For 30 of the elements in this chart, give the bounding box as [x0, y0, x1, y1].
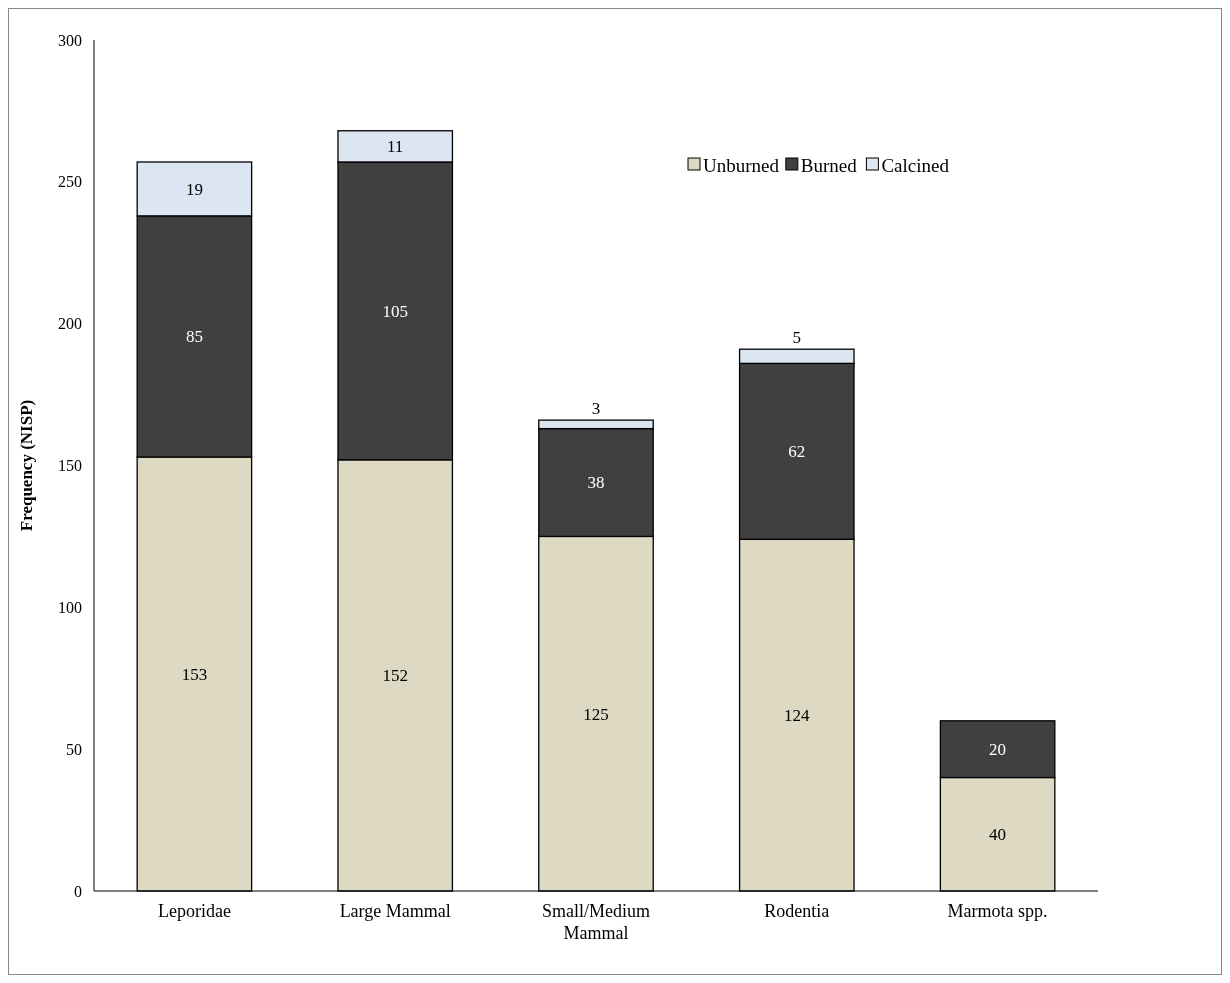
x-tick-label: Small/Medium Mammal	[542, 901, 650, 943]
data-label: 11	[387, 137, 404, 157]
legend-label: Unburned	[703, 154, 780, 176]
x-tick-label: Rodentia	[764, 901, 830, 921]
x-tick-label: Marmota spp.	[947, 901, 1048, 921]
legend-label: Calcined	[881, 154, 950, 176]
data-label: 105	[382, 301, 408, 321]
y-axis-title: Frequency (NISP)	[17, 399, 36, 532]
y-tick-label: 250	[58, 173, 82, 191]
data-label: 3	[591, 399, 601, 419]
y-tick-label: 50	[66, 740, 82, 758]
data-label: 5	[792, 328, 802, 348]
legend-label: Burned	[800, 154, 858, 176]
data-label: 125	[583, 704, 609, 724]
y-tick-label: 100	[58, 598, 82, 616]
data-label: 85	[185, 327, 203, 347]
data-label: 153	[181, 664, 208, 684]
x-tick-label: Large Mammal	[339, 901, 451, 921]
data-label: 152	[382, 666, 408, 686]
data-label: 62	[788, 442, 806, 462]
data-label: 19	[185, 179, 203, 199]
x-tick-label: Leporidae	[157, 901, 231, 921]
y-tick-label: 150	[58, 457, 82, 475]
data-label: 40	[989, 825, 1007, 845]
data-label: 38	[587, 473, 605, 493]
y-tick-label: 200	[58, 315, 82, 333]
data-label: 20	[989, 740, 1007, 760]
data-label: 124	[784, 706, 811, 726]
y-tick-label: 0	[74, 882, 82, 900]
y-tick-label: 300	[58, 31, 82, 49]
